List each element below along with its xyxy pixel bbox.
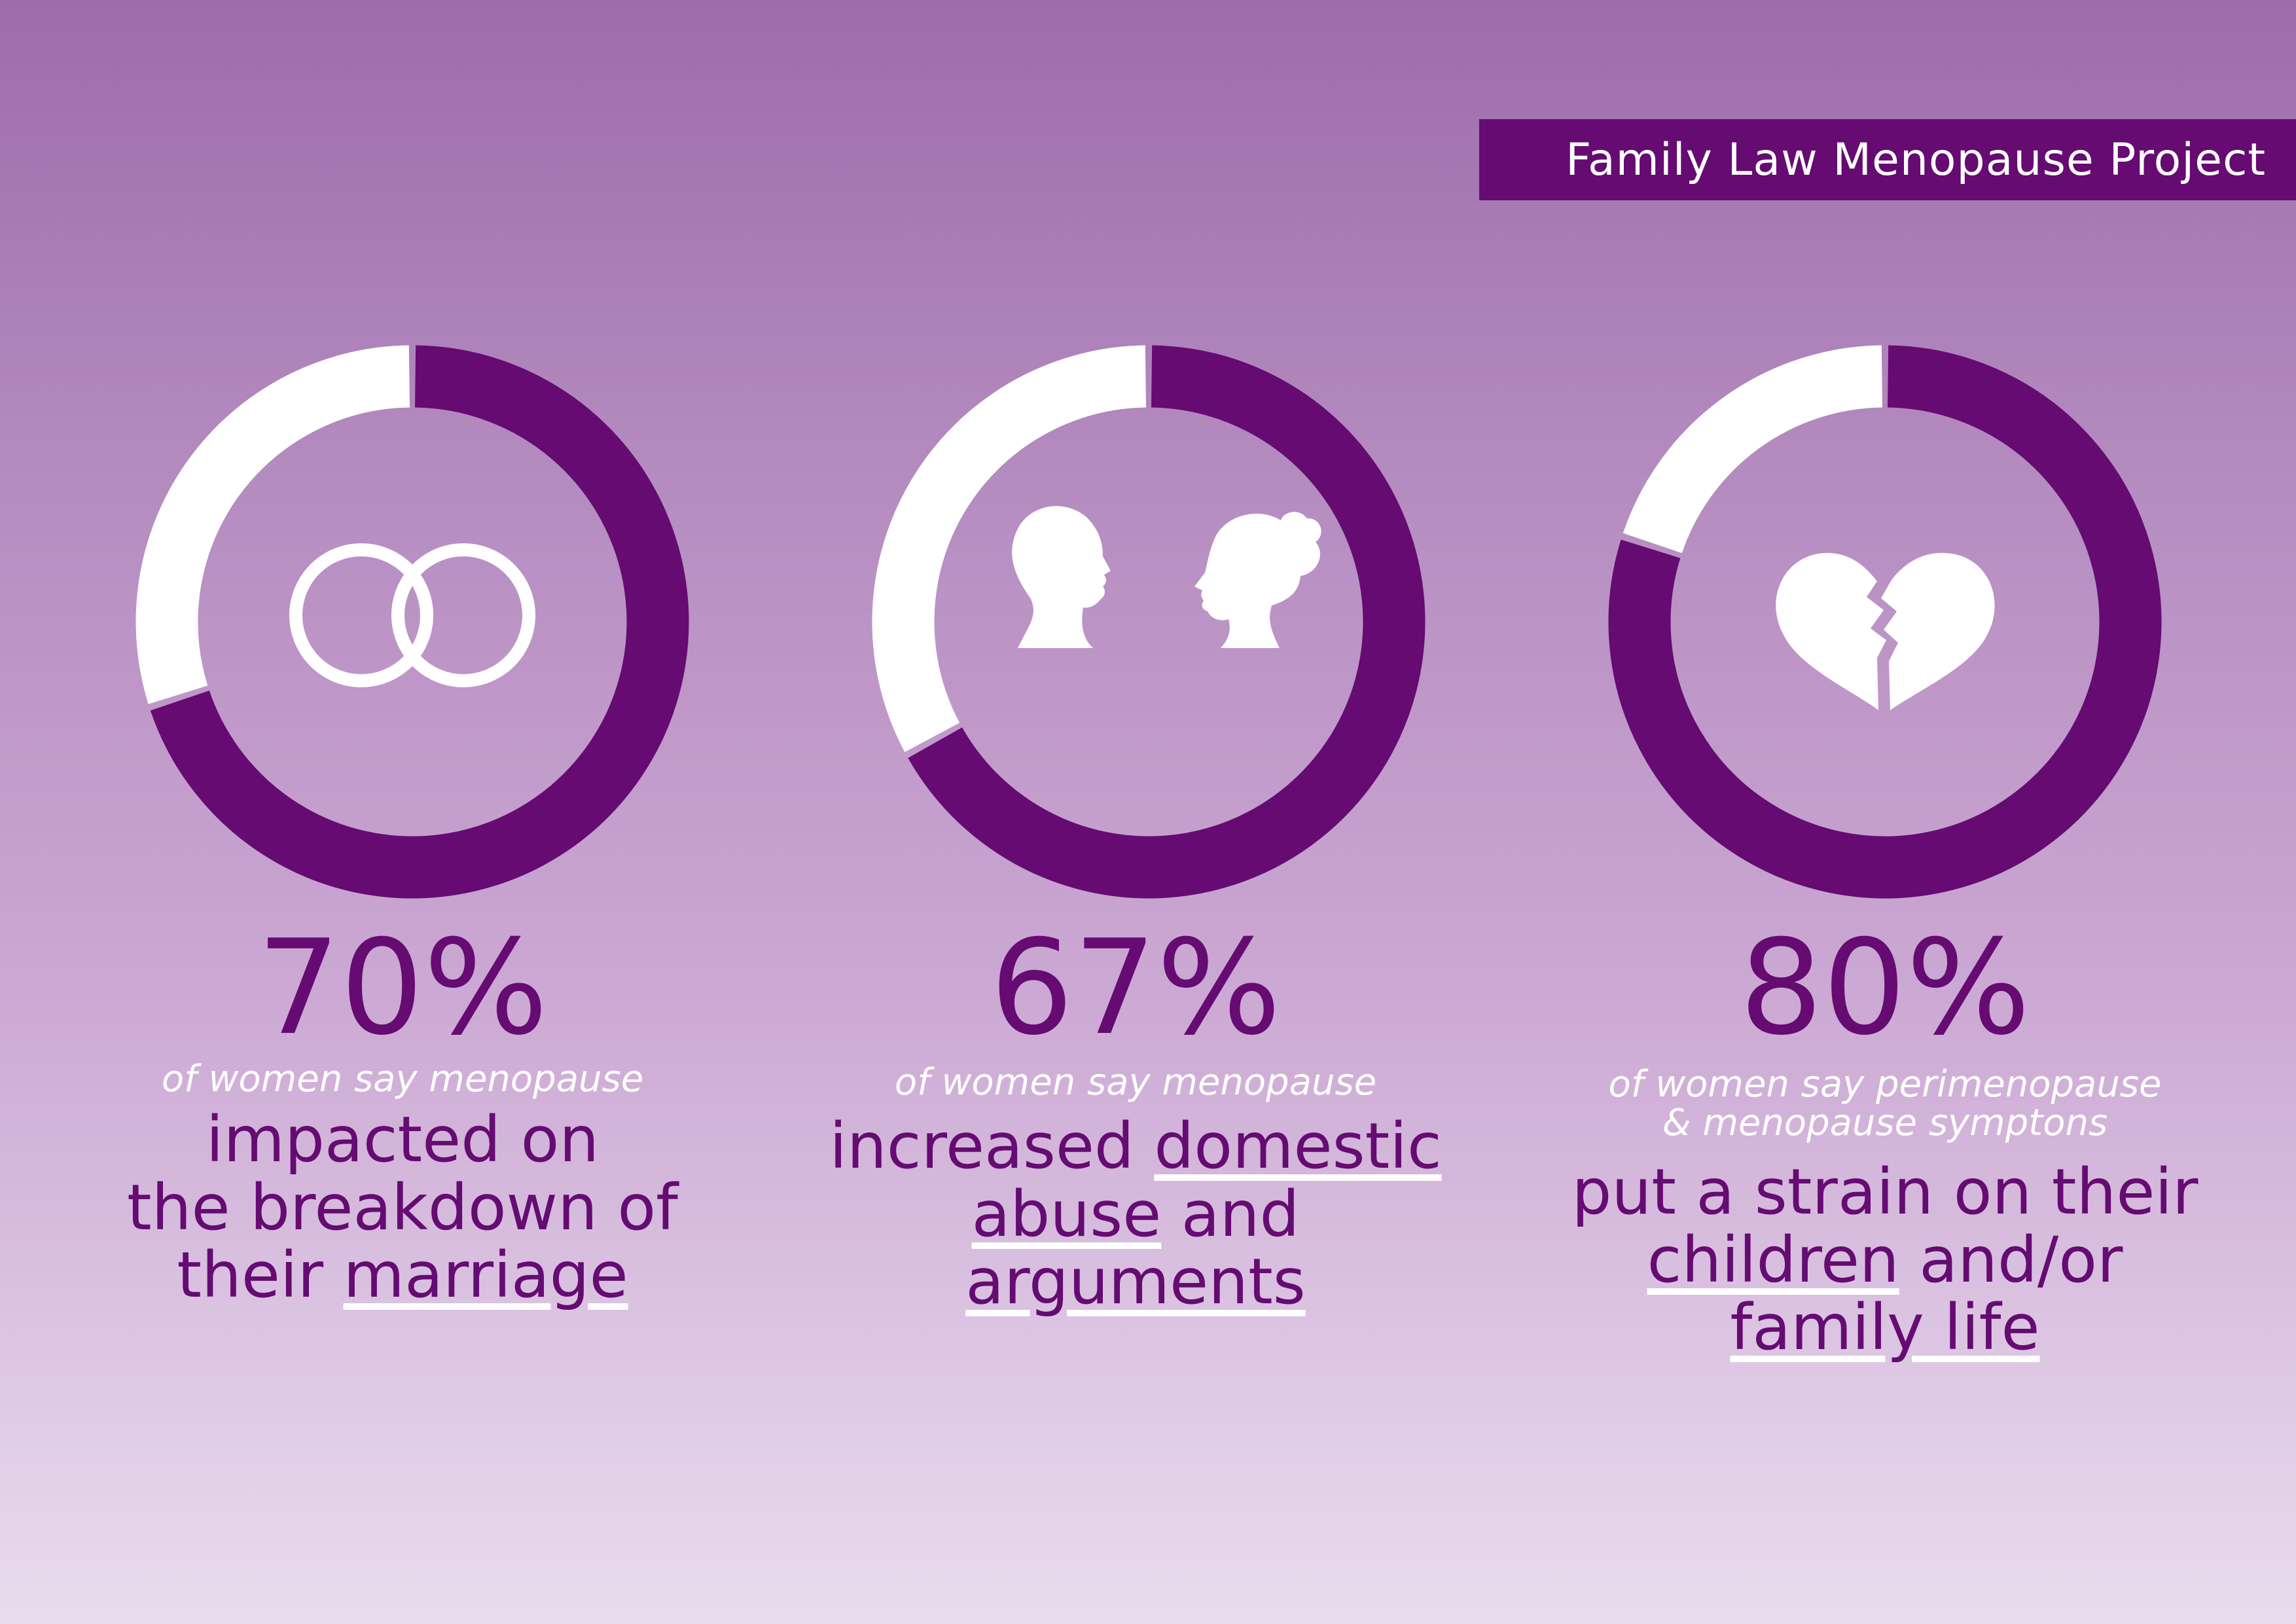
- broken-heart-icon: [1776, 552, 1995, 710]
- highlighted-phrase: marriage: [343, 1238, 628, 1312]
- description-line: abuse and: [776, 1177, 1496, 1251]
- description-phrase: impacted on: [206, 1103, 600, 1176]
- stat-description: increased domestic abuse and arguments: [776, 1110, 1496, 1316]
- banner-title: Family Law Menopause Project: [1566, 134, 2266, 186]
- ring-value-segment: [908, 345, 1426, 899]
- percentage-value: 67%: [990, 912, 1282, 1064]
- ring-remainder-segment: [872, 345, 1147, 752]
- intro-text: of women say perimenopause & menopause s…: [1525, 1063, 2245, 1144]
- ring-remainder-segment: [135, 345, 410, 704]
- donut-chart-domestic-abuse: [872, 345, 1426, 899]
- highlighted-phrase: arguments: [965, 1245, 1306, 1319]
- ring-remainder-segment: [1623, 345, 1883, 554]
- ring-layer: [872, 345, 1426, 899]
- description-phrase: the breakdown of: [127, 1170, 678, 1244]
- description-line: family life: [1525, 1294, 2245, 1362]
- percentage-value: 80%: [1739, 912, 2031, 1064]
- stat-description: put a strain on their children and/or fami…: [1525, 1158, 2245, 1362]
- stat-panel-family-strain: 80% of women say perimenopause & menopau…: [1528, 0, 2248, 1624]
- project-banner: Family Law Menopause Project: [1479, 119, 2296, 200]
- ring-layer: [135, 345, 689, 899]
- wedding-rings-icon: [289, 543, 535, 687]
- ring-value-segment: [150, 345, 689, 899]
- intro-line: & menopause symptons: [1662, 1101, 2108, 1144]
- description-phrase: and: [1161, 1177, 1300, 1251]
- percentage-value: 70%: [257, 912, 548, 1064]
- highlighted-phrase: domestic: [1154, 1110, 1442, 1183]
- highlighted-phrase: family life: [1730, 1291, 2040, 1365]
- description-phrase: put a strain on their: [1571, 1155, 2198, 1229]
- ring-layer: [1608, 345, 2162, 899]
- intro-text: of women say menopause: [161, 1058, 644, 1100]
- stat-panel-marriage: 70% of women say menopause impacted on th…: [52, 0, 772, 1624]
- description-phrase: increased: [829, 1110, 1155, 1183]
- donut-chart-marriage: [135, 345, 689, 899]
- description-line: children and/or: [1525, 1226, 2245, 1295]
- description-line: the breakdown of: [43, 1174, 762, 1242]
- intro-text: of women say menopause: [894, 1061, 1377, 1104]
- stat-panel-domestic-abuse: 67% of women say menopause increased dom…: [789, 0, 1509, 1624]
- description-line: put a strain on their: [1525, 1158, 2245, 1227]
- description-line: their marriage: [43, 1242, 762, 1310]
- donut-chart-family-strain: [1608, 345, 2162, 899]
- ring-value-segment: [1608, 345, 2162, 899]
- description-phrase: their: [177, 1238, 344, 1312]
- highlighted-phrase: children: [1647, 1223, 1899, 1297]
- description-line: arguments: [776, 1248, 1496, 1316]
- stat-description: impacted on the breakdown of their marriag…: [43, 1106, 762, 1310]
- highlighted-phrase: abuse: [971, 1177, 1162, 1251]
- description-line: impacted on: [43, 1106, 762, 1174]
- description-phrase: and/or: [1899, 1223, 2123, 1297]
- couple-silhouette-icon: [1012, 506, 1321, 648]
- description-line: increased domestic: [776, 1110, 1496, 1183]
- intro-line: of women say perimenopause: [1608, 1063, 2162, 1106]
